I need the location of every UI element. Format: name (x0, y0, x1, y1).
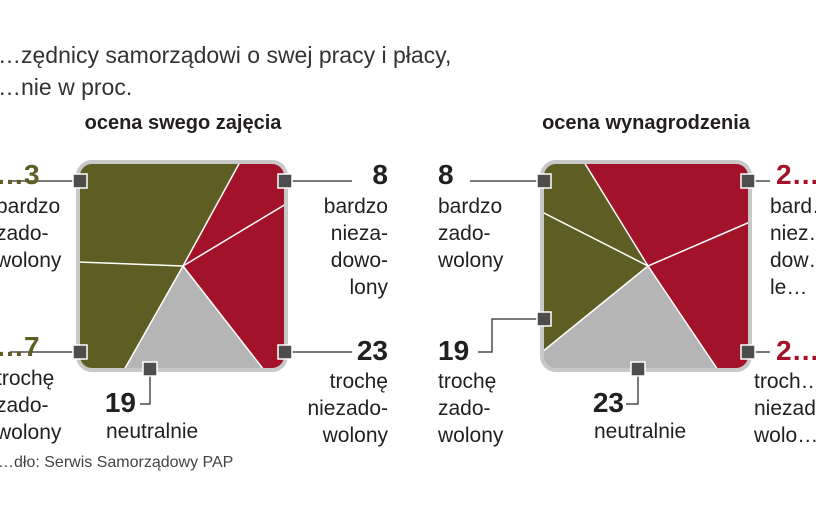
label-a-bardzo-zadowolony: bardzo zado- wolony (0, 195, 62, 272)
slice-b-troche-niezadowolony (648, 222, 750, 370)
value-a-bardzo-zadowolony: …3 (0, 159, 40, 190)
marker-a-2 (72, 344, 88, 360)
label-b-neutralnie: neutralnie (594, 420, 687, 443)
frame-a (76, 160, 288, 372)
marker-a-4 (277, 344, 293, 360)
value-b-bardzo-niezadowolony: 2… (776, 160, 816, 190)
slice-b-bardzo-zadowolony (542, 162, 648, 266)
marker-a-5 (142, 361, 158, 377)
label-b-troche-niezadowolony: troch… niezad… wolo… (754, 370, 816, 447)
slice-b-bardzo-niezadowolony (584, 162, 750, 266)
marker-a-1 (72, 173, 88, 189)
slice-a-troche-niezadowolony (183, 204, 286, 370)
label-a-troche-niezadowolony: trochę niezado- wolony (307, 370, 388, 447)
value-a-bardzo-niezadowolony: 8 (372, 159, 388, 190)
slice-a-bardzo-zadowolony (78, 162, 240, 266)
label-b-bardzo-zadowolony: bardzo zado- wolony (438, 195, 504, 272)
panel-title-wynagrodzenie: ocena wynagrodzenia (542, 112, 750, 134)
value-b-troche-zadowolony: 19 (438, 335, 470, 366)
slice-a-troche-zadowolony (78, 262, 183, 370)
source-note: …dło: Serwis Samorządowy PAP (0, 454, 234, 471)
slice-a-neutralnie (124, 266, 264, 370)
label-b-bardzo-niezadowolony: bard… niez… dow… le… (770, 195, 816, 299)
value-b-neutralnie: 23 (592, 387, 624, 418)
chart-subtitle: …nie w proc. (0, 74, 133, 100)
value-a-troche-zadowolony: …7 (0, 331, 40, 362)
value-a-troche-niezadowolony: 23 (356, 335, 388, 366)
value-a-neutralnie: 19 (104, 387, 136, 418)
label-a-troche-zadowolony: trochę zado- wolony (0, 367, 62, 444)
label-a-bardzo-niezadowolony: bardzo nieza- dowo- lony (323, 195, 388, 299)
marker-b-2 (536, 311, 552, 327)
marker-b-5 (630, 361, 646, 377)
value-b-bardzo-zadowolony: 8 (438, 159, 454, 190)
marker-b-3 (740, 173, 756, 189)
marker-b-4 (740, 344, 756, 360)
slice-b-troche-zadowolony (542, 212, 648, 352)
value-b-troche-niezadowolony: 2… (776, 336, 816, 366)
slice-b-neutralnie (542, 266, 718, 370)
panel-title-zajecie: ocena swego zajęcia (84, 112, 282, 134)
marker-b-1 (536, 173, 552, 189)
marker-a-3 (277, 173, 293, 189)
slice-a-bardzo-niezadowolony (183, 162, 286, 266)
chart-title: …zędnicy samorządowi o swej pracy i płac… (0, 42, 452, 68)
frame-b (540, 160, 752, 372)
label-a-neutralnie: neutralnie (106, 420, 199, 443)
label-b-troche-zadowolony: trochę zado- wolony (438, 370, 504, 447)
